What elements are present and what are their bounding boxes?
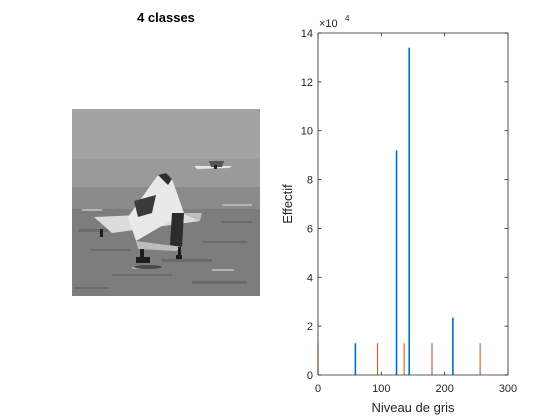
x-tick-label-3: 200 [435,383,453,395]
x-tick-label-2: 100 [372,383,390,395]
y-tick-label-4: 6 [307,223,313,235]
y-exponent-power: 4 [345,14,350,23]
y-axis-label: Effectif [280,184,295,224]
axes-box [317,32,509,376]
plot-area [318,33,508,375]
y-tick-label-8: 14 [301,28,313,40]
tick-labels: 0 100 200 300 0 2 4 6 8 10 12 14 [301,28,517,395]
image-title: 4 classes [137,10,195,25]
y-tick-label-6: 10 [301,126,313,138]
x-tick-label-1: 0 [315,383,321,395]
y-tick-label-3: 4 [307,272,313,284]
x-axis-label: Niveau de gris [371,400,455,415]
axis-ticks [317,32,509,376]
y-exponent-base: ×10 [319,18,338,30]
x-tick-label-4: 300 [499,383,517,395]
y-tick-label-2: 2 [307,321,313,333]
y-tick-label-7: 12 [301,77,313,89]
y-tick-label-1: 0 [307,370,313,382]
y-tick-label-5: 8 [307,175,313,187]
quantized-airplane-image [72,109,260,296]
